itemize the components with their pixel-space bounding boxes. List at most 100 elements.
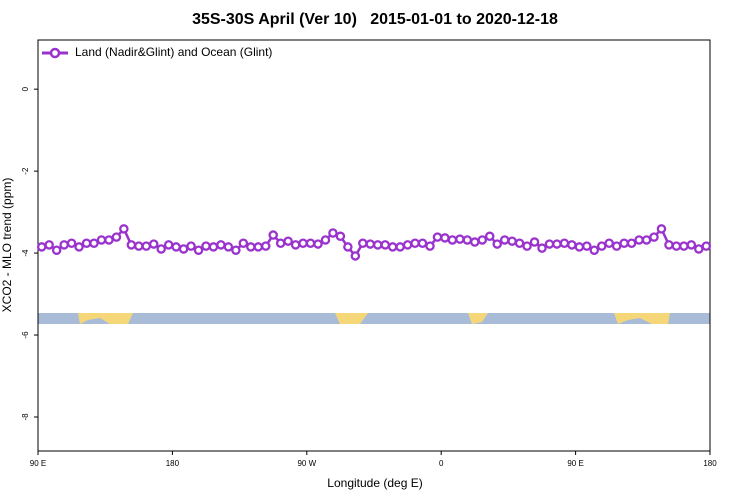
- map-strip: [38, 313, 710, 324]
- chart-title: 35S-30S April (Ver 10) 2015-01-01 to 202…: [192, 11, 558, 28]
- data-point: [246, 242, 256, 252]
- data-point: [596, 241, 607, 251]
- data-point: [290, 240, 301, 250]
- data-point: [238, 238, 249, 248]
- data-point: [119, 224, 129, 234]
- data-point: [462, 235, 473, 245]
- data-point: [74, 242, 84, 252]
- data-point: [365, 239, 376, 249]
- data-point: [514, 238, 525, 248]
- data-point: [544, 239, 555, 249]
- data-point: [208, 242, 219, 252]
- land-patch: [335, 313, 368, 324]
- data-point: [567, 240, 577, 250]
- data-point: [96, 235, 107, 245]
- data-point: [679, 241, 689, 251]
- data-point: [484, 231, 495, 242]
- data-point: [134, 241, 144, 251]
- legend-label: Land (Nadir&Glint) and Ocean (Glint): [75, 45, 272, 59]
- data-point: [156, 244, 166, 254]
- land-patch: [468, 313, 488, 324]
- x-tick-label: 90 W: [297, 459, 316, 468]
- data-point: [275, 238, 286, 248]
- data-point: [492, 239, 502, 249]
- data-point: [552, 239, 562, 249]
- data-point: [171, 242, 181, 252]
- x-tick-label: 180: [703, 459, 717, 468]
- data-point: [387, 242, 398, 252]
- data-point: [201, 241, 211, 251]
- ocean-strip: [38, 313, 710, 324]
- y-tick-label: -2: [21, 167, 30, 175]
- land-patch: [614, 313, 670, 324]
- data-point: [425, 241, 435, 251]
- data-point: [447, 235, 458, 245]
- x-tick-label: 0: [439, 459, 444, 468]
- y-tick-label: -6: [21, 331, 30, 339]
- data-point: [59, 240, 69, 250]
- data-point: [589, 245, 600, 255]
- x-tick-label: 90 E: [567, 459, 583, 468]
- data-point: [44, 240, 54, 250]
- data-point: [574, 242, 585, 252]
- data-point: [350, 251, 361, 261]
- data-point: [89, 238, 99, 248]
- data-point: [193, 245, 204, 255]
- data-point: [126, 240, 137, 250]
- data-point: [104, 235, 114, 245]
- data-point: [410, 238, 420, 248]
- legend-marker: [49, 47, 61, 59]
- x-tick-label: 180: [166, 459, 180, 468]
- data-point: [529, 237, 540, 247]
- data-point: [686, 240, 697, 250]
- legend: Land (Nadir&Glint) and Ocean (Glint): [42, 45, 272, 59]
- data-point: [470, 237, 480, 247]
- data-point: [253, 242, 264, 252]
- data-point: [701, 241, 712, 251]
- data-point: [477, 235, 488, 245]
- data-point: [268, 230, 278, 240]
- data-point: [559, 238, 570, 248]
- data-point: [231, 245, 241, 255]
- data-point: [66, 238, 77, 248]
- data-point: [522, 241, 532, 251]
- data-point: [402, 240, 413, 250]
- data-point: [141, 241, 152, 251]
- data-point: [372, 240, 383, 250]
- data-point: [611, 241, 622, 251]
- data-point: [656, 224, 667, 234]
- data-point: [305, 238, 316, 248]
- data-point: [641, 235, 652, 245]
- data-point: [328, 228, 338, 238]
- data-point: [499, 235, 510, 245]
- data-point: [223, 242, 234, 252]
- data-point: [626, 238, 637, 248]
- data-point: [313, 239, 323, 249]
- data-point: [320, 235, 331, 245]
- y-axis-label: XCO2 - MLO trend (ppm): [0, 178, 14, 313]
- data-point: [178, 244, 189, 254]
- data-point: [380, 240, 390, 250]
- data-point: [395, 242, 405, 252]
- data-point: [81, 238, 92, 248]
- y-tick-label: 0: [21, 86, 30, 91]
- data-point: [417, 238, 428, 248]
- data-point: [298, 238, 308, 248]
- data-point: [335, 231, 346, 242]
- data-point: [634, 235, 644, 245]
- data-point: [537, 243, 547, 253]
- x-axis-label: Longitude (deg E): [327, 476, 422, 490]
- y-tick-label: -4: [21, 249, 30, 257]
- y-tick-label: -8: [21, 413, 30, 421]
- data-point: [604, 238, 614, 248]
- data-point: [582, 241, 592, 251]
- data-point: [671, 241, 682, 251]
- data-point: [51, 245, 62, 255]
- data-point: [432, 232, 443, 242]
- data-point: [664, 240, 674, 250]
- data-point: [36, 242, 47, 252]
- data-point: [507, 236, 517, 246]
- data-point: [260, 241, 271, 251]
- data-point: [148, 239, 159, 249]
